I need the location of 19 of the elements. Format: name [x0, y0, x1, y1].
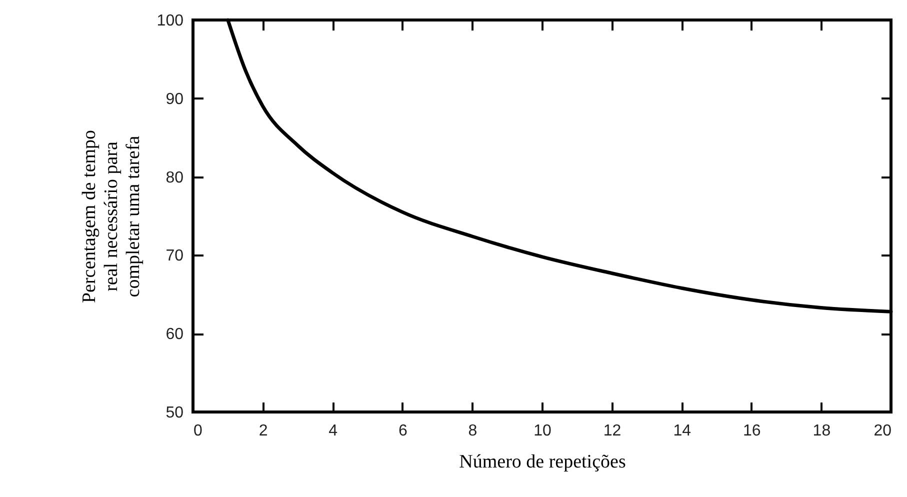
- x-tick-label: 10: [534, 422, 552, 440]
- x-tick-label: 2: [258, 422, 268, 440]
- x-tick-label: 16: [743, 422, 761, 440]
- x-tick-label: 14: [673, 422, 692, 440]
- y-axis-title: Percentagem de tempo real necessário para completar uma tarefa: [78, 130, 144, 304]
- x-tick-label: 4: [328, 422, 338, 440]
- y-tick-label: 80: [166, 169, 184, 186]
- x-axis-title: Número de repetições: [459, 452, 626, 472]
- x-tick-label: 0: [194, 422, 202, 440]
- y-tick-label: 100: [156, 12, 184, 30]
- y-tick-label: 50: [166, 404, 184, 422]
- y-tick-label: 60: [166, 326, 184, 344]
- x-tick-label: 8: [468, 422, 478, 440]
- x-tick-label: 12: [603, 422, 622, 440]
- y-tick-label: 70: [166, 248, 184, 265]
- x-tick-label: 6: [398, 422, 408, 440]
- y-tick-label: 90: [166, 90, 184, 108]
- x-tick-label: 20: [874, 422, 892, 440]
- x-tick-label: 18: [812, 422, 831, 440]
